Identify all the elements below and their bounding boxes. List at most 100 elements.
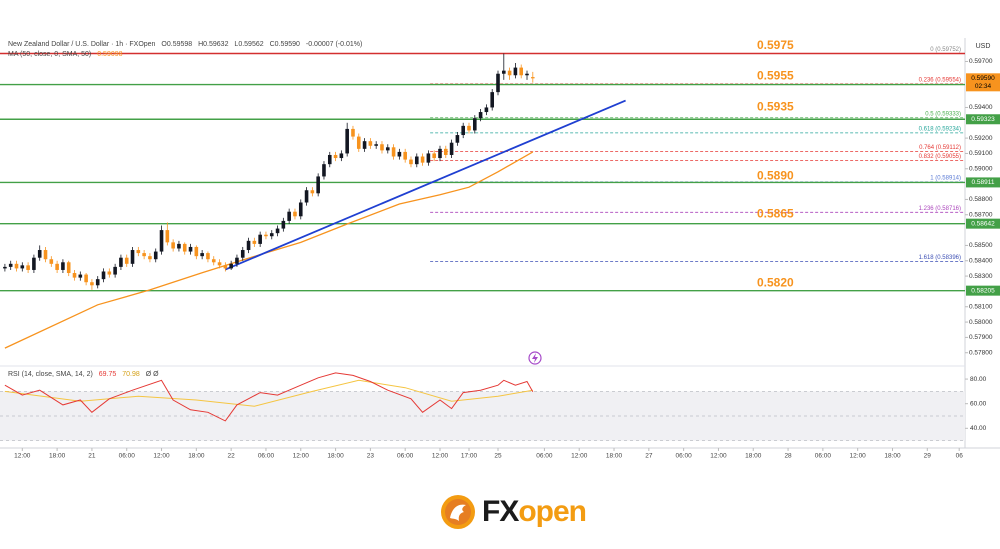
symbol-title: New Zealand Dollar / U.S. Dollar · 1h · …	[8, 41, 156, 48]
candle-body	[420, 156, 425, 163]
candle-body	[496, 73, 500, 93]
level-annotation: 0.5955	[757, 69, 794, 83]
x-tick-label: 12:00	[432, 453, 449, 460]
level-annotation: 0.5820	[757, 276, 794, 290]
fib-label: 1 (0.58914)	[930, 176, 961, 182]
candle-body	[188, 246, 193, 252]
level-price-box	[966, 114, 1000, 125]
candle-body	[461, 125, 465, 136]
y-tick-label: 0.58700	[969, 211, 993, 218]
last-price-label: 0.59590	[971, 75, 995, 82]
x-tick-label: 18:00	[606, 453, 623, 460]
candle-body	[327, 154, 332, 165]
y-tick-label: 0.59000	[969, 165, 993, 172]
rsi-y-tick-label: 80.00	[970, 376, 987, 383]
fib-label: 0.5 (0.59333)	[925, 111, 961, 117]
ma-line	[4, 151, 534, 349]
y-tick-label: 0.57900	[969, 334, 993, 341]
candle-body	[391, 147, 396, 157]
x-tick-label: 18:00	[745, 453, 762, 460]
candle-body	[356, 136, 361, 149]
candle-body	[275, 228, 280, 234]
y-tick-label: 0.58100	[969, 303, 993, 310]
logo-open: open	[518, 495, 587, 528]
candle-body	[374, 144, 378, 146]
candle-body	[414, 156, 419, 165]
candle-body	[119, 257, 123, 267]
x-tick-label: 06:00	[676, 453, 693, 460]
x-tick-label: 06:00	[119, 453, 136, 460]
candle-body	[525, 73, 529, 76]
rsi-ma-line	[4, 379, 533, 407]
candle-body	[269, 233, 274, 237]
candle-body	[449, 142, 454, 155]
candle-body	[217, 262, 222, 266]
x-tick-label: 28	[784, 453, 792, 460]
x-tick-label: 06:00	[536, 453, 553, 460]
candle-body	[403, 151, 407, 160]
candle-body	[211, 259, 216, 263]
candle-body	[455, 135, 460, 143]
logo-icon	[441, 495, 475, 529]
x-tick-label: 06:00	[258, 453, 275, 460]
candle-body	[531, 77, 535, 79]
candle-body	[385, 147, 390, 151]
level-price-box	[966, 218, 1000, 229]
rsi-ma-value: 70.98	[122, 371, 140, 378]
candle-body	[148, 256, 152, 260]
candle-body	[502, 70, 506, 74]
fib-label: 1.236 (0.58716)	[919, 206, 961, 212]
ma-header: MA (50, close, 0, SMA, 50) 0.59098	[8, 51, 127, 58]
candle-body	[438, 148, 442, 159]
ma-value: 0.59098	[97, 51, 123, 58]
candle-body	[519, 67, 524, 76]
currency-label: USD	[976, 43, 991, 50]
candle-body	[142, 253, 146, 257]
candle-body	[3, 266, 7, 269]
candle-body	[513, 67, 518, 76]
y-tick-label: 0.58000	[969, 319, 993, 326]
candle-body	[304, 190, 309, 203]
candle-body	[310, 190, 315, 194]
candle-body	[66, 262, 71, 274]
ohlc-open: O0.59598	[161, 41, 193, 48]
candle-body	[333, 154, 338, 159]
x-tick-label: 06	[956, 453, 964, 460]
candle-body	[252, 240, 257, 244]
candle-body	[258, 234, 262, 244]
ma-label: MA (50, close, 0, SMA, 50)	[8, 51, 92, 58]
level-annotation: 0.5890	[757, 168, 794, 182]
candle-body	[49, 259, 54, 264]
candle-body	[397, 151, 402, 157]
x-tick-label: 06:00	[397, 453, 414, 460]
y-tick-label: 0.59200	[969, 135, 993, 142]
rsi-y-tick-label: 60.00	[970, 400, 987, 407]
candle-body	[368, 141, 373, 146]
candle-body	[194, 246, 199, 257]
y-tick-label: 0.58500	[969, 242, 993, 249]
logo: FXopen	[440, 494, 587, 530]
candle-body	[107, 271, 112, 275]
x-tick-label: 12:00	[293, 453, 310, 460]
candle-body	[240, 250, 245, 258]
x-tick-label: 18:00	[884, 453, 901, 460]
candle-body	[113, 266, 117, 275]
candle-body	[409, 159, 413, 165]
candle-body	[322, 164, 326, 177]
candle-body	[8, 263, 13, 267]
fib-label: 0.832 (0.59055)	[919, 154, 961, 160]
level-price-box	[966, 285, 1000, 296]
candle-body	[484, 107, 489, 113]
rsi-y-tick-label: 40.00	[970, 425, 987, 432]
level-price-label: 0.59323	[971, 116, 995, 123]
candle-body	[200, 253, 204, 257]
candle-body	[229, 263, 233, 269]
candle-body	[95, 279, 100, 286]
candle-body	[55, 263, 59, 270]
candle-body	[32, 257, 36, 270]
candle-body	[26, 265, 30, 270]
fib-label: 0.618 (0.59234)	[919, 126, 961, 132]
level-price-label: 0.58205	[971, 287, 995, 294]
candle-body	[78, 274, 83, 278]
